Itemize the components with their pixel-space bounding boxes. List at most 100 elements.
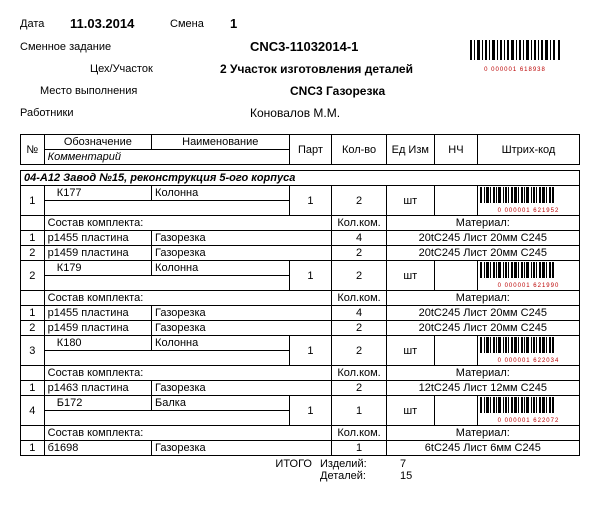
- kit-num: 1: [21, 381, 45, 396]
- kit-blank: [21, 426, 45, 441]
- item-part: 1: [289, 396, 332, 426]
- material-label: Материал:: [386, 426, 579, 441]
- item-nch: [434, 186, 477, 216]
- item-row: 4 Б172 Балка 1 1 шт 0 000001 622072: [21, 396, 580, 411]
- item-qty: 2: [332, 336, 386, 366]
- item-code: К180: [44, 336, 151, 351]
- item-qty: 1: [332, 396, 386, 426]
- item-barcode: 0 000001 622072: [477, 396, 579, 426]
- item-part: 1: [289, 336, 332, 366]
- item-part: 1: [289, 261, 332, 291]
- col-part: Парт: [289, 135, 332, 165]
- item-code: К177: [44, 186, 151, 201]
- kit-label: Состав комплекта:: [44, 426, 332, 441]
- group-title: 04-А12 Завод №15, реконструкция 5-ого ко…: [21, 171, 580, 186]
- kit-code: р1459 пластина: [44, 321, 151, 336]
- item-name: Колонна: [152, 186, 289, 201]
- item-qty: 2: [332, 186, 386, 216]
- kit-material: 12tC245 Лист 12мм С245: [386, 381, 579, 396]
- item-comment: [44, 276, 289, 291]
- kit-op: Газорезка: [152, 306, 332, 321]
- kit-qty: 2: [332, 321, 386, 336]
- item-unit: шт: [386, 396, 434, 426]
- kit-code: р1463 пластина: [44, 381, 151, 396]
- item-barcode: 0 000001 622034: [477, 336, 579, 366]
- top-barcode-number: 0 000001 618938: [470, 67, 560, 73]
- col-nch: НЧ: [434, 135, 477, 165]
- kit-row: 1 р1463 пластина Газорезка 2 12tC245 Лис…: [21, 381, 580, 396]
- header-workers-row: Работники Коновалов М.М.: [20, 106, 580, 120]
- kit-code: р1459 пластина: [44, 246, 151, 261]
- item-num: 4: [21, 396, 45, 426]
- col-qty: Кол-во: [332, 135, 386, 165]
- date-value: 11.03.2014: [70, 16, 170, 31]
- place-label: Место выполнения: [40, 85, 290, 97]
- kit-row: 1 р1455 пластина Газорезка 4 20tC245 Лис…: [21, 231, 580, 246]
- kit-num: 2: [21, 321, 45, 336]
- col-name: Наименование: [152, 135, 289, 150]
- material-label: Материал:: [386, 291, 579, 306]
- kit-row: 1 б1698 Газорезка 1 6tC245 Лист 6мм С245: [21, 441, 580, 456]
- item-barcode-number: 0 000001 621990: [480, 283, 577, 289]
- kit-op: Газорезка: [152, 441, 332, 456]
- workers-value: Коновалов М.М.: [250, 106, 340, 120]
- kit-code: р1455 пластина: [44, 231, 151, 246]
- kit-num: 1: [21, 441, 45, 456]
- item-barcode-number: 0 000001 621952: [480, 208, 577, 214]
- kit-label: Состав комплекта:: [44, 366, 332, 381]
- kit-num: 1: [21, 306, 45, 321]
- item-qty: 2: [332, 261, 386, 291]
- item-unit: шт: [386, 336, 434, 366]
- kit-blank: [21, 366, 45, 381]
- barcode-icon: [470, 40, 560, 64]
- kit-qty-label: Кол.ком.: [332, 426, 386, 441]
- main-table: № Обозначение Наименование Парт Кол-во Е…: [20, 134, 580, 456]
- item-num: 2: [21, 261, 45, 291]
- kit-label: Состав комплекта:: [44, 216, 332, 231]
- item-row: 2 К179 Колонна 1 2 шт 0 000001 621990: [21, 261, 580, 276]
- table-header-row: № Обозначение Наименование Парт Кол-во Е…: [21, 135, 580, 150]
- item-barcode: 0 000001 621952: [477, 186, 579, 216]
- item-name: Колонна: [152, 336, 289, 351]
- kit-qty: 2: [332, 246, 386, 261]
- item-unit: шт: [386, 261, 434, 291]
- kit-header-row: Состав комплекта: Кол.ком. Материал:: [21, 366, 580, 381]
- kit-header-row: Состав комплекта: Кол.ком. Материал:: [21, 216, 580, 231]
- task-value: CNC3-11032014-1: [250, 39, 358, 54]
- shift-value: 1: [230, 16, 237, 31]
- item-nch: [434, 336, 477, 366]
- workers-label: Работники: [20, 107, 250, 119]
- kit-qty-label: Кол.ком.: [332, 291, 386, 306]
- item-code: Б172: [44, 396, 151, 411]
- kit-material: 6tC245 Лист 6мм С245: [386, 441, 579, 456]
- header-date-row: Дата 11.03.2014 Смена 1: [20, 16, 580, 31]
- shift-label: Смена: [170, 18, 230, 30]
- material-label: Материал:: [386, 216, 579, 231]
- kit-label: Состав комплекта:: [44, 291, 332, 306]
- item-unit: шт: [386, 186, 434, 216]
- col-designation: Обозначение: [44, 135, 151, 150]
- footer-items-label: Изделий:: [320, 458, 400, 470]
- top-barcode: 0 000001 618938: [470, 40, 560, 73]
- kit-qty: 1: [332, 441, 386, 456]
- item-nch: [434, 396, 477, 426]
- kit-material: 20tC245 Лист 20мм С245: [386, 231, 579, 246]
- task-label: Сменное задание: [20, 41, 250, 53]
- item-code: К179: [44, 261, 151, 276]
- kit-code: б1698: [44, 441, 151, 456]
- item-comment: [44, 201, 289, 216]
- kit-row: 2 р1459 пластина Газорезка 2 20tC245 Лис…: [21, 246, 580, 261]
- footer-details-label: Деталей:: [320, 470, 400, 482]
- item-nch: [434, 261, 477, 291]
- col-unit: Ед Изм: [386, 135, 434, 165]
- kit-op: Газорезка: [152, 381, 332, 396]
- item-barcode-number: 0 000001 622034: [480, 358, 577, 364]
- kit-num: 1: [21, 231, 45, 246]
- kit-op: Газорезка: [152, 321, 332, 336]
- item-row: 1 К177 Колонна 1 2 шт 0 000001 621952: [21, 186, 580, 201]
- col-comment: Комментарий: [44, 150, 289, 165]
- item-num: 3: [21, 336, 45, 366]
- kit-header-row: Состав комплекта: Кол.ком. Материал:: [21, 426, 580, 441]
- col-num: №: [21, 135, 45, 165]
- kit-code: р1455 пластина: [44, 306, 151, 321]
